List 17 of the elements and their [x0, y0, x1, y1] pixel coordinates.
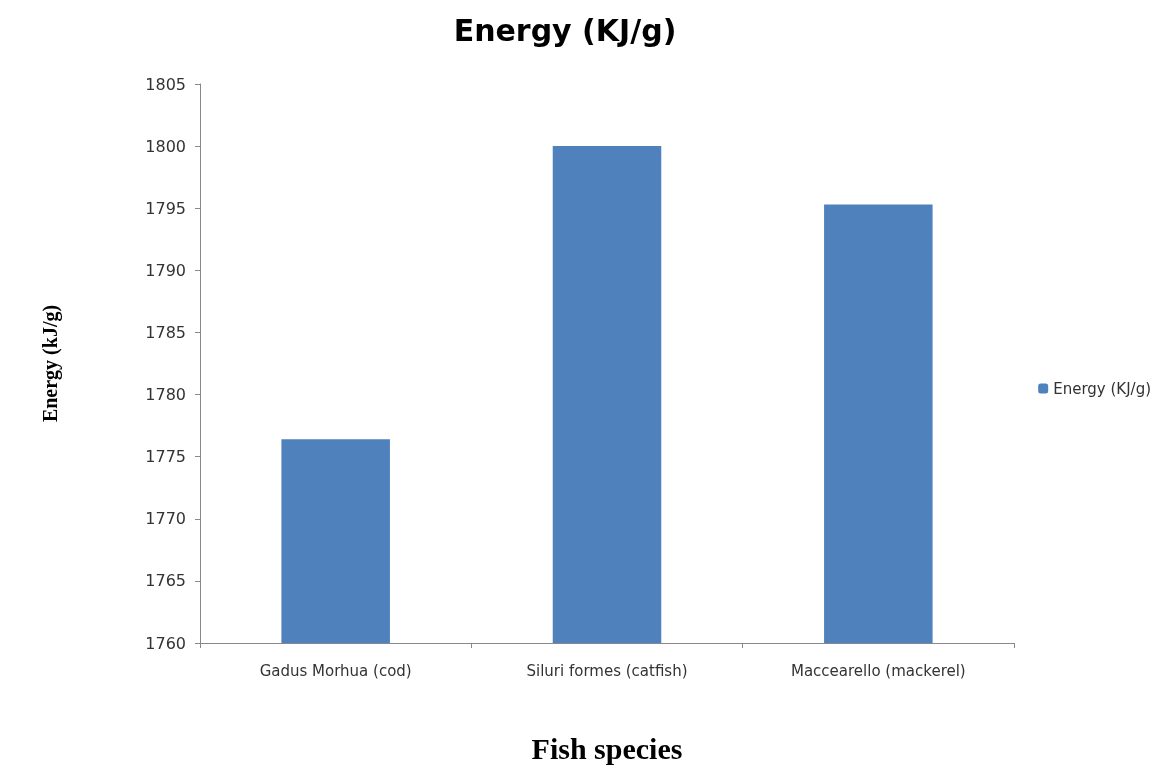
y-tick-label: 1795: [145, 198, 186, 218]
y-tick-label: 1760: [145, 633, 186, 653]
y-tick-label: 1805: [145, 74, 186, 94]
y-tick-label: 1765: [145, 571, 186, 591]
legend-label: Energy (KJ/g): [1053, 379, 1152, 398]
chart-title: Energy (KJ/g): [453, 12, 677, 48]
y-axis-title: Energy (kJ/g): [39, 304, 62, 423]
y-tick-label: 1790: [145, 260, 186, 280]
y-tick-label: 1780: [145, 385, 186, 405]
y-tick-label: 1785: [145, 322, 186, 342]
x-axis-title: Fish species: [531, 731, 683, 765]
x-tick-label: Gadus Morhua (cod): [259, 661, 412, 680]
y-tick-label: 1775: [145, 447, 186, 467]
x-tick-label: Maccearello (mackerel): [790, 661, 966, 680]
y-tick-label: 1770: [145, 509, 186, 529]
y-tick-label: 1800: [145, 136, 186, 156]
x-tick-label: Siluri formes (catfish): [526, 661, 688, 680]
